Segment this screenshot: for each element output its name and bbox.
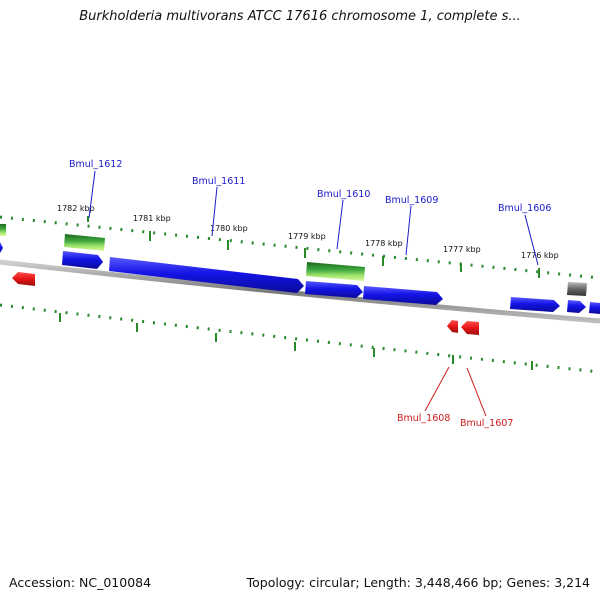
kbp-label: 1782 kbp (57, 204, 95, 213)
kbp-label: 1780 kbp (210, 224, 248, 233)
label-leaders (88, 170, 539, 417)
forward-gene-bmul-1611[interactable] (109, 257, 304, 293)
gene-label-bmul-1611[interactable]: Bmul_1611 (192, 176, 245, 187)
kbp-label: 1781 kbp (133, 214, 171, 223)
outer-tick-track (0, 215, 600, 280)
genome-summary-text: Topology: circular; Length: 3,448,466 bp… (246, 575, 590, 590)
chromosome-backbone (0, 259, 600, 324)
gene-label-bmul-1609[interactable]: Bmul_1609 (385, 195, 438, 206)
forward-gene-bmul-1612[interactable] (62, 251, 103, 269)
gene-label-bmul-1607[interactable]: Bmul_1607 (460, 418, 513, 429)
rna-gene[interactable] (0, 224, 6, 236)
rna-gene[interactable] (64, 234, 105, 251)
reverse-gene-bmul-1608[interactable] (447, 320, 458, 333)
forward-gene-bmul-1606[interactable] (510, 297, 560, 312)
forward-gene[interactable] (589, 302, 600, 314)
map-title: Burkholderia multivorans ATCC 17616 chro… (79, 9, 521, 24)
inner-tick-track (0, 303, 600, 374)
forward-gene-bmul-1610[interactable] (305, 281, 363, 298)
gene-label-bmul-1612[interactable]: Bmul_1612 (69, 159, 122, 170)
gene-label-bmul-1606[interactable]: Bmul_1606 (498, 203, 551, 214)
forward-gene[interactable] (0, 242, 3, 253)
forward-gene-bmul-1609[interactable] (363, 286, 443, 305)
rna-gene[interactable] (306, 262, 365, 281)
forward-gene[interactable] (567, 300, 586, 313)
gene-label-bmul-1610[interactable]: Bmul_1610 (317, 189, 370, 200)
reverse-gene-bmul-1607[interactable] (461, 321, 479, 335)
gene-label-bmul-1608[interactable]: Bmul_1608 (397, 413, 450, 424)
accession-text: Accession: NC_010084 (9, 575, 152, 590)
kbp-label: 1777 kbp (443, 245, 481, 254)
pseudo-gene[interactable] (567, 282, 587, 296)
reverse-gene[interactable] (12, 272, 35, 286)
kbp-label: 1776 kbp (521, 251, 559, 260)
kbp-label: 1778 kbp (365, 239, 403, 248)
kbp-label: 1779 kbp (288, 232, 326, 241)
